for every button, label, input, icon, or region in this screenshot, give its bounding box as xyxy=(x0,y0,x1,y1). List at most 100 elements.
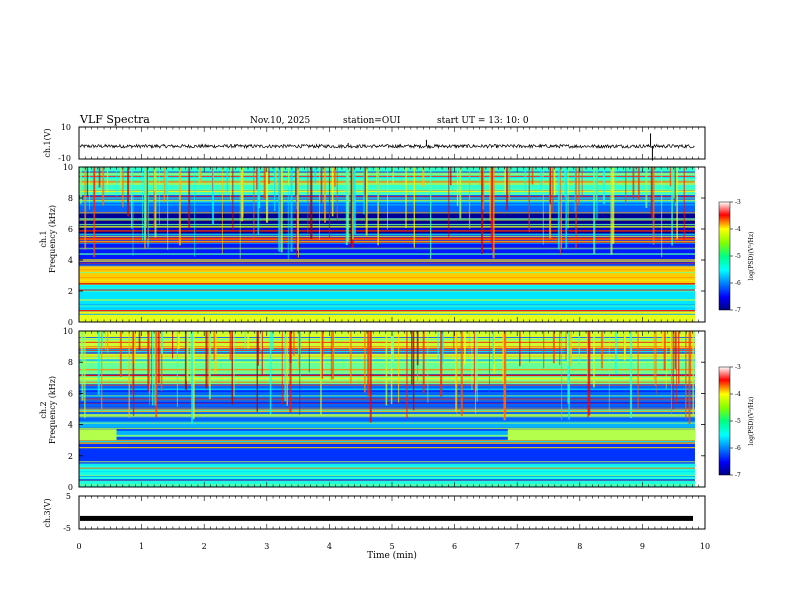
spectrogram-burst xyxy=(564,167,566,197)
spectrogram-burst xyxy=(540,167,542,191)
spectrogram-burst xyxy=(575,167,577,248)
spectrogram-burst xyxy=(524,167,527,192)
spectrogram-burst xyxy=(552,331,555,364)
spectrogram-narrowband-line xyxy=(79,464,695,467)
spectrogram-narrowband-line xyxy=(79,440,695,443)
start-time-label: start UT = 13: 10: 0 xyxy=(437,116,529,126)
spectrogram-burst xyxy=(566,331,569,366)
spectrogram-burst xyxy=(504,167,506,194)
spectrogram-burst xyxy=(482,167,485,210)
spectrogram-burst xyxy=(232,167,234,232)
spectrogram-burst xyxy=(322,331,324,355)
spectrogram-burst xyxy=(257,167,259,235)
spectrogram-burst xyxy=(650,167,653,218)
spectrogram-burst xyxy=(147,331,150,392)
spectrogram-burst xyxy=(273,167,276,212)
spectrogram-burst xyxy=(549,167,552,205)
spectrogram-narrowband-line xyxy=(79,471,695,473)
spectrogram-burst xyxy=(624,331,626,358)
ch3-level-trace xyxy=(80,515,693,521)
spectrogram-burst xyxy=(97,331,100,395)
spectrogram-narrowband-line xyxy=(79,438,695,440)
ch1-ylabel: ch.1(V) xyxy=(43,128,52,157)
spectrogram-burst xyxy=(144,167,146,240)
spectrogram-burst xyxy=(677,331,680,384)
colorbar-tick-label: -3 xyxy=(735,199,741,206)
spectrogram-burst xyxy=(336,167,338,221)
spectrogram-burst xyxy=(503,331,506,420)
ch1-waveform-trace xyxy=(79,133,695,161)
spectrogram-narrowband-line xyxy=(79,277,695,279)
spectrogram-burst xyxy=(349,331,352,384)
spectrogram-narrowband-line xyxy=(79,228,695,230)
spectrogram-burst xyxy=(314,167,317,184)
spectrogram-burst xyxy=(655,331,657,395)
spectrogram-burst xyxy=(492,331,495,364)
spectrogram-burst xyxy=(608,331,610,412)
spectrogram-burst xyxy=(261,331,263,376)
spectrogram-burst xyxy=(205,331,208,389)
spectrogram-burst xyxy=(653,331,655,380)
spectrogram-burst xyxy=(543,331,545,369)
time-tick-label: 7 xyxy=(515,542,520,551)
spectrogram-burst xyxy=(310,167,313,239)
spectrogram-burst xyxy=(164,167,167,195)
spectrogram-ytick-label: 6 xyxy=(68,389,73,398)
spectrogram-narrowband-line xyxy=(79,181,695,183)
spectrogram-ytick-label: 0 xyxy=(68,483,73,492)
ch2-emission-band xyxy=(507,429,696,441)
spectrogram-burst xyxy=(587,331,589,418)
spectrogram-narrowband-line xyxy=(79,262,695,264)
spectrogram-burst xyxy=(333,167,336,187)
spectrogram-burst xyxy=(475,331,477,414)
colorbar-tick-label: -5 xyxy=(735,418,741,425)
spectrogram-narrowband-line xyxy=(79,241,695,243)
spectrogram-burst xyxy=(671,331,672,414)
spectrogram-burst xyxy=(265,167,269,223)
spectrogram-burst xyxy=(363,331,366,393)
spectrogram-burst xyxy=(553,167,556,196)
spectrogram-burst xyxy=(490,167,492,243)
ch3-ylabel: ch.3(V) xyxy=(43,498,52,527)
spectrogram-burst xyxy=(661,331,665,349)
ch2-spectrogram-panel: 0 2 4 6 8 10 ch.2 Frequency (kHz) xyxy=(39,327,706,492)
spectrogram-burst xyxy=(269,331,272,415)
spectrogram-burst xyxy=(531,167,534,185)
spectrogram-burst xyxy=(330,331,332,380)
spectrogram-burst xyxy=(387,167,388,230)
spectrogram-narrowband-line xyxy=(79,284,695,287)
spectrogram-burst xyxy=(586,331,588,382)
spectrogram-burst xyxy=(455,331,457,412)
spectrogram-ytick-label: 2 xyxy=(68,287,73,296)
spectrogram-burst xyxy=(147,167,149,248)
spectrogram-burst xyxy=(86,167,89,197)
spectrogram-narrowband-line xyxy=(79,482,695,484)
spectrogram-narrowband-line xyxy=(79,218,695,220)
spectrogram-burst xyxy=(654,331,656,386)
spectrogram-ytick-label: 4 xyxy=(68,256,73,265)
spectrogram-burst xyxy=(559,167,561,255)
spectrogram-burst xyxy=(101,331,103,413)
spectrogram-burst xyxy=(167,167,169,250)
spectrogram-burst xyxy=(199,167,202,183)
spectrogram-burst xyxy=(567,167,569,229)
spectrogram-burst xyxy=(519,331,521,367)
spectrogram-burst xyxy=(186,331,189,382)
spectrogram-burst xyxy=(645,167,648,208)
spectrogram-burst xyxy=(319,167,320,240)
spectrogram-burst xyxy=(614,331,617,374)
spectrogram-band xyxy=(79,311,695,322)
colorbar-tick-label: -4 xyxy=(735,391,741,398)
spectrogram-narrowband-line xyxy=(79,442,695,444)
spectrogram-burst xyxy=(637,167,640,200)
spectrogram-narrowband-line xyxy=(79,243,695,245)
spectrogram-burst xyxy=(412,331,415,411)
spectrogram-narrowband-line xyxy=(79,408,695,410)
spectrogram-burst xyxy=(323,167,326,223)
spectrogram-narrowband-line xyxy=(79,429,695,431)
spectrogram-burst xyxy=(377,167,379,206)
ch1-spectrogram-image xyxy=(79,167,705,322)
ch1-ytick-bottom: -10 xyxy=(58,154,71,163)
spectrogram-burst xyxy=(489,167,491,221)
spectrogram-burst xyxy=(281,331,283,404)
